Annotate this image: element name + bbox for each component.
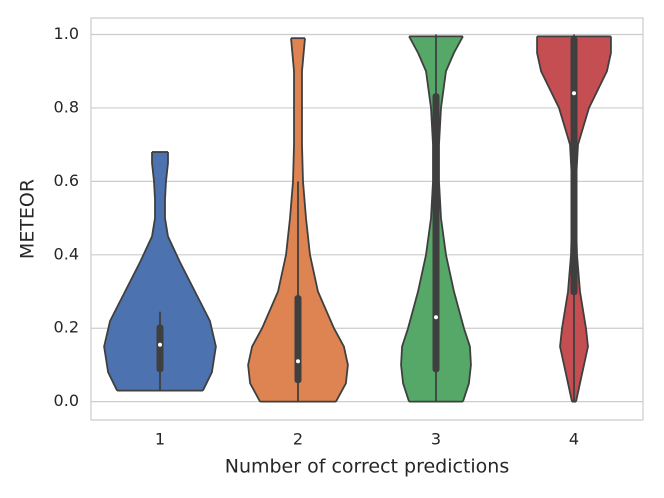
violin-outline [103, 152, 156, 392]
violin-half [160, 152, 216, 391]
violin-half [436, 36, 471, 402]
violin-half [537, 36, 574, 402]
violin-half [574, 36, 611, 402]
box [294, 295, 302, 384]
y-axis-label: METEOR [17, 179, 39, 259]
box [570, 36, 578, 296]
x-tick-label: 4 [569, 430, 579, 449]
x-tick-label: 2 [293, 430, 303, 449]
violin-outline [301, 38, 349, 403]
x-axis-label: Number of correct predictions [225, 456, 510, 478]
violin-outline [164, 152, 217, 392]
violin-outline [247, 38, 295, 403]
box [432, 93, 440, 373]
median [296, 359, 300, 364]
box [156, 324, 164, 373]
x-tick-label: 1 [155, 430, 165, 449]
y-tick-label: 0.2 [54, 318, 79, 337]
x-tick-label: 3 [431, 430, 441, 449]
y-tick-label: 1.0 [54, 24, 79, 43]
y-tick-label: 0.8 [54, 97, 79, 116]
violin-outline [400, 35, 434, 402]
y-tick-label: 0.6 [54, 171, 79, 190]
median [434, 315, 438, 320]
violin-half [248, 38, 298, 402]
violin-half [401, 36, 436, 402]
violin-half [298, 38, 348, 402]
y-tick-label: 0.4 [54, 244, 79, 263]
violin-outline [438, 35, 472, 402]
median [158, 342, 162, 347]
violin-half [104, 152, 160, 391]
y-tick-label: 0.0 [54, 391, 79, 410]
median [572, 91, 576, 96]
